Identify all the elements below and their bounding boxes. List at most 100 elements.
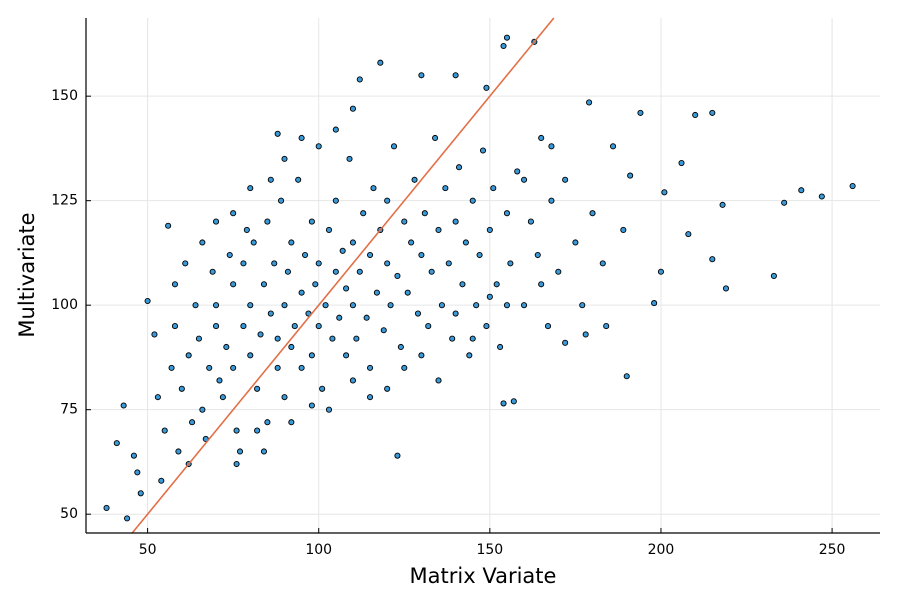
point [236,448,244,455]
point [722,285,730,292]
point [548,197,555,204]
point [479,147,487,154]
point [500,42,507,50]
point [301,251,309,259]
point [469,335,476,342]
y-axis-label: Multivariate [15,212,39,337]
point [418,251,425,259]
point [555,268,562,275]
point [404,289,411,296]
point [562,339,569,346]
point [247,185,254,192]
point [243,226,250,233]
x-tick-label: 100 [305,542,332,558]
point [435,226,442,233]
point [411,176,418,183]
point [278,197,285,204]
point [384,260,391,267]
point [408,239,415,246]
point [315,260,322,267]
point [442,185,449,192]
point [534,251,541,259]
x-axis-label: Matrix Variate [410,564,557,588]
point [199,406,206,413]
point [199,239,206,246]
point [709,256,716,263]
point [521,302,528,309]
point [377,59,384,66]
point [332,197,339,204]
point [445,260,452,267]
point [291,323,298,330]
y-tick-label: 100 [51,297,78,313]
point [298,364,305,371]
point [178,385,185,392]
point [254,385,261,392]
point [459,281,466,288]
point [466,352,473,359]
point [418,352,425,359]
point [363,314,370,321]
point [770,272,777,279]
point [264,419,271,426]
point [195,335,202,342]
point [579,302,586,309]
point [387,302,394,309]
point [226,251,233,259]
x-tick-label: 150 [476,542,503,558]
point [538,281,545,288]
point [230,281,237,288]
point [264,218,271,225]
point [538,134,545,142]
point [247,302,254,309]
point [692,111,699,119]
point [213,218,220,225]
point [315,143,322,150]
point [719,201,726,208]
point [120,402,127,409]
point [315,323,322,330]
point [709,109,716,116]
point [623,373,630,380]
point [312,281,319,288]
point [627,172,634,179]
point [421,210,428,217]
point [589,210,596,217]
point [493,281,500,288]
point [349,377,356,384]
point [171,281,179,288]
point [356,76,363,83]
point [230,364,237,371]
point [308,352,315,359]
point [254,427,261,434]
point [661,189,668,196]
point [295,176,302,183]
point [610,143,617,150]
point [497,343,504,351]
point [343,352,350,359]
grid [86,18,880,533]
point [582,331,589,338]
point [548,143,555,150]
point [113,440,120,447]
point [281,394,288,401]
point [637,109,644,116]
point [657,268,665,275]
point [134,469,141,476]
point [124,515,131,522]
point [449,335,456,342]
point [288,239,295,246]
point [428,268,435,275]
point [349,302,356,309]
point [562,176,569,183]
point [137,490,144,497]
point [219,394,226,401]
point [360,210,367,217]
point [154,394,161,401]
point [267,310,274,317]
point [370,185,377,192]
point [284,268,291,275]
point [390,143,398,150]
point [250,239,257,246]
point [356,268,363,275]
